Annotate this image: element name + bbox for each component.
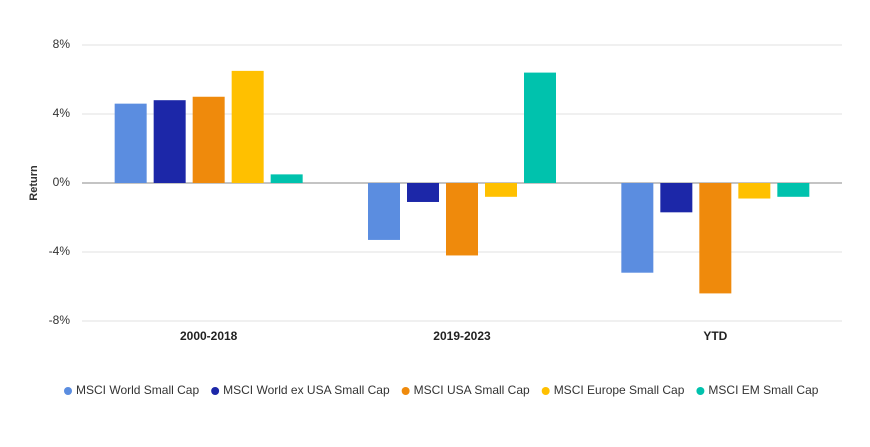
legend-marker bbox=[401, 387, 410, 395]
legend-label: MSCI World ex USA Small Cap bbox=[223, 383, 390, 397]
bar bbox=[621, 183, 654, 273]
legend-label: MSCI EM Small Cap bbox=[708, 383, 818, 397]
bar bbox=[446, 183, 478, 256]
y-tick-label: 4% bbox=[53, 106, 71, 120]
y-tick-label: -4% bbox=[49, 244, 71, 258]
y-axis-label: Return bbox=[28, 165, 40, 201]
legend-marker bbox=[541, 387, 550, 395]
bar bbox=[368, 183, 400, 240]
legend-marker bbox=[211, 387, 220, 395]
legend-label: MSCI USA Small Cap bbox=[414, 383, 530, 397]
bar bbox=[524, 72, 556, 183]
bar bbox=[777, 183, 810, 197]
legend-marker bbox=[696, 387, 705, 395]
y-tick-label: 0% bbox=[53, 175, 71, 189]
y-tick-label: 8% bbox=[53, 37, 71, 51]
legend-label: MSCI World Small Cap bbox=[76, 383, 199, 397]
bar bbox=[153, 100, 186, 183]
bar bbox=[270, 174, 303, 183]
y-tick-label: -8% bbox=[49, 313, 71, 327]
x-tick-label: 2000-2018 bbox=[180, 329, 238, 343]
bar bbox=[485, 183, 517, 197]
bar bbox=[738, 183, 771, 199]
bar bbox=[660, 183, 693, 213]
legend-label: MSCI Europe Small Cap bbox=[554, 383, 685, 397]
bar bbox=[407, 183, 439, 202]
bar bbox=[114, 103, 147, 183]
legend-marker bbox=[64, 387, 72, 395]
bar bbox=[192, 96, 225, 183]
x-tick-label: 2019-2023 bbox=[433, 329, 491, 343]
bar bbox=[699, 183, 732, 294]
bar bbox=[231, 70, 264, 183]
x-tick-label: YTD bbox=[703, 329, 727, 343]
